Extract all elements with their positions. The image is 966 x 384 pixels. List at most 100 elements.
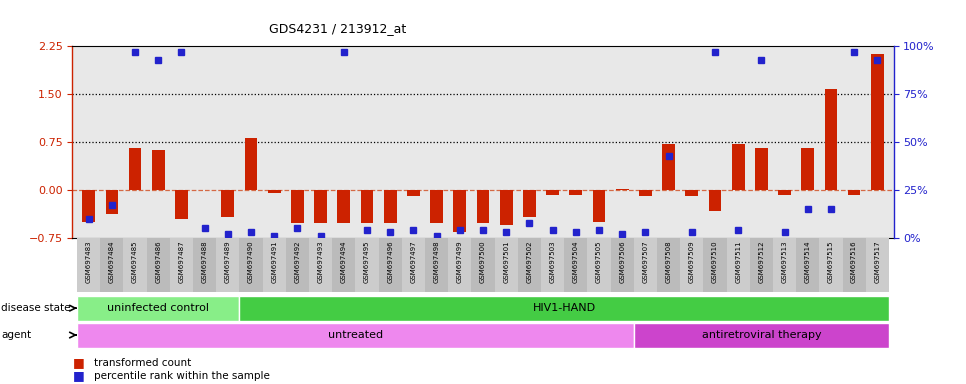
Bar — [309, 238, 332, 292]
Text: GSM697497: GSM697497 — [411, 241, 416, 283]
Bar — [128, 149, 141, 190]
Text: GSM697493: GSM697493 — [318, 241, 324, 283]
Bar — [495, 238, 518, 292]
Bar — [379, 238, 402, 292]
Text: GSM697498: GSM697498 — [434, 241, 440, 283]
Bar — [263, 238, 286, 292]
Bar — [732, 144, 745, 190]
Bar — [360, 190, 374, 223]
Bar — [848, 190, 861, 195]
Text: GSM697486: GSM697486 — [156, 241, 161, 283]
Bar — [453, 190, 467, 232]
Bar — [82, 190, 95, 222]
Text: GSM697500: GSM697500 — [480, 241, 486, 283]
Text: percentile rank within the sample: percentile rank within the sample — [94, 371, 270, 381]
Bar — [332, 238, 355, 292]
Text: transformed count: transformed count — [94, 358, 191, 368]
Bar — [750, 238, 773, 292]
Text: GSM697491: GSM697491 — [271, 241, 277, 283]
Text: uninfected control: uninfected control — [107, 303, 210, 313]
Bar — [152, 151, 164, 190]
Text: GSM697515: GSM697515 — [828, 241, 834, 283]
Text: GSM697516: GSM697516 — [851, 241, 857, 283]
Bar — [471, 238, 495, 292]
Bar — [170, 238, 193, 292]
Text: GSM697483: GSM697483 — [86, 241, 92, 283]
Bar — [337, 190, 351, 223]
Text: GSM697507: GSM697507 — [642, 241, 648, 283]
Bar — [866, 238, 889, 292]
Bar — [615, 189, 629, 190]
Bar — [523, 190, 536, 217]
Bar — [384, 190, 397, 223]
Bar — [825, 89, 838, 190]
Bar — [518, 238, 541, 292]
Text: disease state: disease state — [1, 303, 71, 313]
Bar — [639, 190, 652, 197]
Text: GSM697509: GSM697509 — [689, 241, 695, 283]
Bar — [541, 238, 564, 292]
Bar — [703, 238, 726, 292]
Bar — [819, 238, 842, 292]
Bar — [726, 238, 750, 292]
Text: GSM697502: GSM697502 — [526, 241, 532, 283]
Text: agent: agent — [1, 330, 31, 340]
Bar — [476, 190, 490, 223]
Bar — [291, 190, 304, 223]
Text: GSM697488: GSM697488 — [202, 241, 208, 283]
Bar — [124, 238, 147, 292]
Text: GSM697492: GSM697492 — [295, 241, 300, 283]
Bar — [147, 238, 170, 292]
Bar — [268, 190, 281, 193]
Text: HIV1-HAND: HIV1-HAND — [532, 303, 596, 313]
Bar — [842, 238, 866, 292]
Text: GSM697496: GSM697496 — [387, 241, 393, 283]
Bar — [587, 238, 611, 292]
Bar — [77, 238, 100, 292]
Bar — [871, 55, 884, 190]
Bar — [425, 238, 448, 292]
Text: GDS4231 / 213912_at: GDS4231 / 213912_at — [270, 22, 407, 35]
Bar — [564, 238, 587, 292]
Bar — [77, 296, 240, 321]
Text: GSM697489: GSM697489 — [225, 241, 231, 283]
Bar — [569, 190, 582, 195]
Text: GSM697503: GSM697503 — [550, 241, 555, 283]
Bar — [773, 238, 796, 292]
Text: GSM697499: GSM697499 — [457, 241, 463, 283]
Bar — [430, 190, 443, 223]
Bar — [634, 323, 889, 348]
Bar — [286, 238, 309, 292]
Text: GSM697501: GSM697501 — [503, 241, 509, 283]
Bar — [709, 190, 722, 210]
Bar — [680, 238, 703, 292]
Text: GSM697505: GSM697505 — [596, 241, 602, 283]
Bar — [193, 238, 216, 292]
Bar — [779, 190, 791, 195]
Bar — [611, 238, 634, 292]
Bar — [685, 190, 698, 197]
Bar — [216, 238, 240, 292]
Bar — [546, 190, 559, 195]
Text: GSM697510: GSM697510 — [712, 241, 718, 283]
Bar — [657, 238, 680, 292]
Text: GSM697513: GSM697513 — [781, 241, 787, 283]
Text: GSM697485: GSM697485 — [132, 241, 138, 283]
Text: GSM697506: GSM697506 — [619, 241, 625, 283]
Bar — [448, 238, 471, 292]
Text: GSM697504: GSM697504 — [573, 241, 579, 283]
Text: GSM697508: GSM697508 — [666, 241, 671, 283]
Bar — [755, 149, 768, 190]
Text: GSM697484: GSM697484 — [109, 241, 115, 283]
Text: GSM697517: GSM697517 — [874, 241, 880, 283]
Text: GSM697511: GSM697511 — [735, 241, 741, 283]
Bar — [592, 190, 606, 222]
Text: GSM697487: GSM697487 — [179, 241, 185, 283]
Text: ■: ■ — [72, 356, 84, 369]
Bar — [499, 190, 513, 225]
Bar — [402, 238, 425, 292]
Bar — [221, 190, 234, 217]
Bar — [634, 238, 657, 292]
Text: antiretroviral therapy: antiretroviral therapy — [701, 330, 821, 340]
Text: GSM697490: GSM697490 — [248, 241, 254, 283]
